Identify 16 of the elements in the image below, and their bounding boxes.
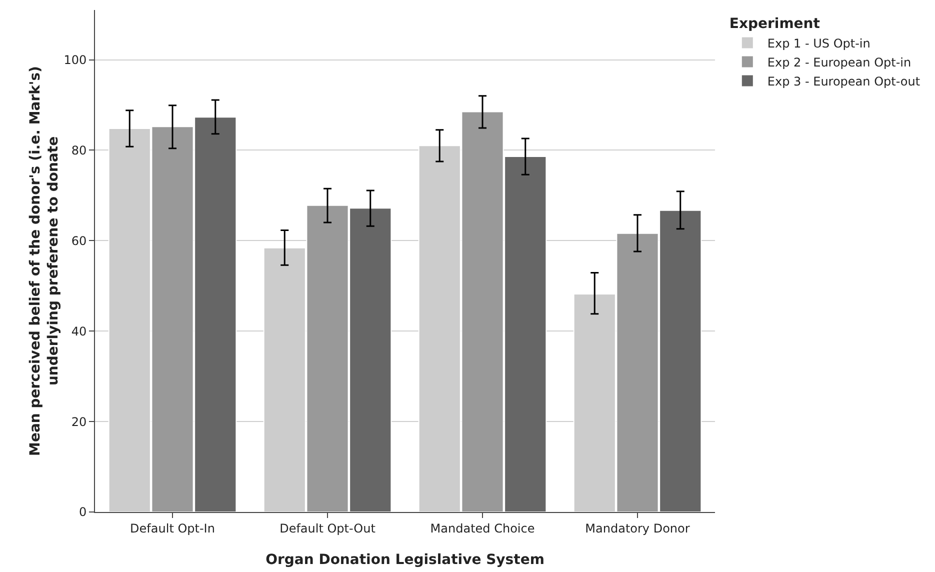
legend-label: Exp 3 - European Opt-out [767, 74, 920, 88]
legend-label: Exp 1 - US Opt-in [767, 36, 870, 50]
y-tick-label: 60 [71, 234, 87, 248]
y-tick-label: 0 [78, 505, 87, 520]
x-axis-title: Organ Donation Legislative System [266, 552, 544, 568]
y-tick-label: 20 [71, 414, 87, 429]
x-tick-label: Default Opt-Out [280, 521, 376, 536]
legend-title: Experiment [729, 16, 820, 32]
y-tick-label: 80 [71, 143, 87, 158]
y-tick-label: 40 [71, 324, 87, 338]
x-tick-label: Mandated Choice [430, 521, 535, 536]
x-tick-label: Default Opt-In [130, 521, 215, 536]
y-tick-label: 100 [64, 52, 87, 67]
legend-label: Exp 2 - European Opt-in [767, 55, 912, 70]
x-tick-label: Mandatory Donor [585, 521, 690, 536]
y-axis-title: Mean perceived belief of the donor's (i.e. Mark's) underlying preferene to donate [27, 66, 62, 456]
